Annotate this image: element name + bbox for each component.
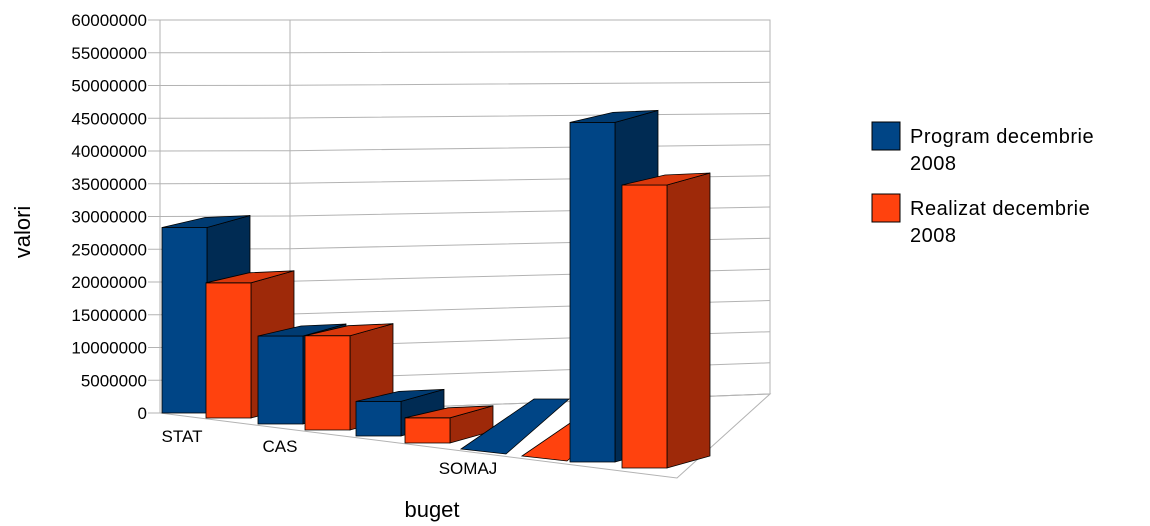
gridline xyxy=(148,175,771,185)
bars xyxy=(161,109,711,469)
gridline xyxy=(148,113,771,119)
y-tick-label: 30000000 xyxy=(71,208,147,227)
y-tick-label: 0 xyxy=(138,404,147,423)
gridline xyxy=(148,81,771,86)
x-axis-ticks: STAT CAS SOMAJ xyxy=(162,427,498,478)
legend: Program decembrie 2008 Realizat decembrie 2… xyxy=(871,121,1094,247)
y-tick-label: 50000000 xyxy=(71,77,147,96)
x-tick-label: STAT xyxy=(162,427,203,446)
y-tick-label: 45000000 xyxy=(71,109,147,128)
bar xyxy=(459,398,571,455)
gridline xyxy=(148,144,771,152)
bar xyxy=(404,405,494,444)
y-tick-label: 20000000 xyxy=(71,273,147,292)
legend-swatch xyxy=(871,121,901,151)
x-axis-title: buget xyxy=(404,497,459,522)
y-axis-ticks: 6000000055000000500000004500000040000000… xyxy=(71,11,147,423)
legend-label: Program decembrie 2008 xyxy=(910,126,1094,175)
x-tick-label: CAS xyxy=(263,437,298,456)
y-tick-label: 10000000 xyxy=(71,339,147,358)
y-tick-label: 55000000 xyxy=(71,44,147,63)
y-tick-label: 40000000 xyxy=(71,142,147,161)
y-tick-label: 35000000 xyxy=(71,175,147,194)
y-axis-title: valori xyxy=(10,206,35,259)
bar xyxy=(621,172,711,469)
y-tick-label: 60000000 xyxy=(71,11,147,30)
legend-label: Realizat decembrie 2008 xyxy=(910,198,1090,247)
y-tick-label: 25000000 xyxy=(71,240,147,259)
y-tick-label: 5000000 xyxy=(81,371,147,390)
x-tick-label: SOMAJ xyxy=(439,459,498,478)
y-tick-label: 15000000 xyxy=(71,306,147,325)
gridline xyxy=(148,50,771,54)
legend-swatch xyxy=(871,193,901,223)
